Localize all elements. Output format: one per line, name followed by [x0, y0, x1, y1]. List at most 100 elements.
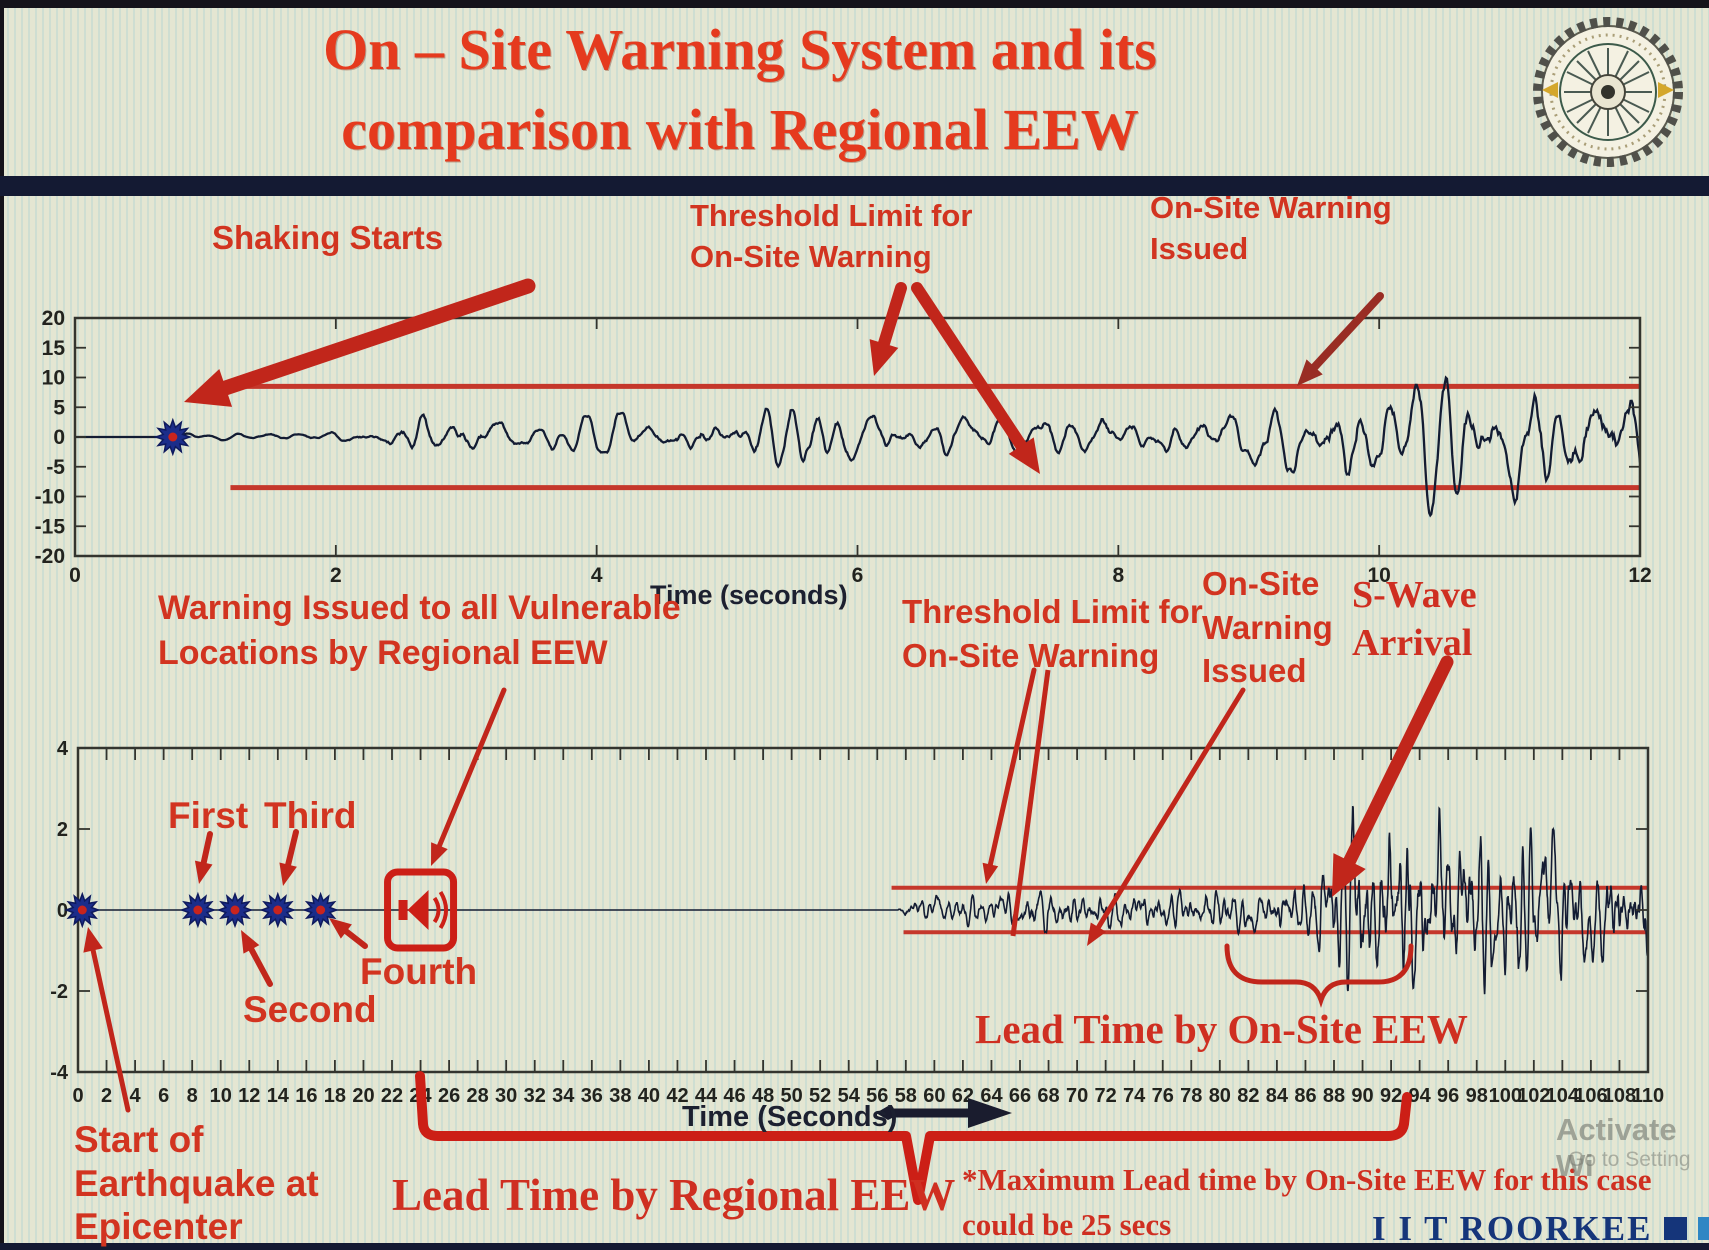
axis-tick-label: 28: [467, 1085, 489, 1107]
p-detection-marker-icon-4: [259, 891, 296, 929]
p-detection-marker-icon-5: [302, 891, 339, 929]
axis-tick-label: 8: [187, 1085, 198, 1107]
axis-tick-label: 98: [1466, 1085, 1488, 1107]
p-detection-marker-icon-3: [216, 891, 254, 929]
time-axis-direction-arrow-icon: [876, 1098, 1012, 1128]
axis-tick-label: 22: [381, 1085, 403, 1107]
axis-tick-label: 66: [1009, 1085, 1031, 1107]
axis-tick-label: 40: [638, 1085, 660, 1107]
axis-tick-label: 50: [781, 1085, 803, 1107]
swave-arrival-arrow-icon: [1332, 655, 1454, 897]
annotation-swave-arrival: S-Wave Arrival: [1352, 574, 1477, 664]
axis-tick-label: 110: [1632, 1085, 1664, 1107]
annotation-footnote: *Maximum Lead time by On-Site EEW for th…: [962, 1162, 1652, 1242]
annotation-fourth: Fourth: [360, 951, 478, 992]
header-divider-band: [0, 176, 1709, 196]
axis-tick-label: 0: [69, 564, 81, 587]
axis-tick-label: 6: [852, 564, 864, 587]
activate-windows-watermark: Activate Wi: [1556, 1112, 1677, 1183]
axis-tick-label: 44: [695, 1085, 718, 1107]
axis-tick-label: 80: [1209, 1085, 1231, 1107]
first-arrow-icon: [194, 831, 213, 884]
axis-tick-label: 76: [1152, 1085, 1174, 1107]
third-arrow-icon: [279, 829, 299, 886]
axis-tick-label: 46: [723, 1085, 745, 1107]
institute-emblem-icon: [1533, 17, 1683, 167]
top_seismogram-waveform: [75, 375, 1640, 518]
p-detection-marker-icon-2: [179, 891, 217, 929]
axis-tick-label: 72: [1095, 1085, 1117, 1107]
axis-tick-label: 104: [1546, 1085, 1580, 1107]
annotation-second: Second: [243, 989, 377, 1030]
axis-tick-label: 94: [1409, 1085, 1432, 1107]
axis-tick-label: -2: [50, 981, 68, 1003]
axis-tick-label: 90: [1351, 1085, 1373, 1107]
axis-tick-label: 42: [666, 1085, 688, 1107]
axis-tick-label: 10: [42, 367, 65, 390]
axis-tick-label: 74: [1123, 1085, 1146, 1107]
axis-tick-label: 100: [1489, 1085, 1522, 1107]
second-arrow-icon: [241, 930, 273, 987]
axis-tick-label: 4: [130, 1085, 142, 1107]
axis-tick-label: 15: [42, 337, 66, 360]
photo-top-edge: [0, 0, 1709, 8]
axis-tick-label: 20: [352, 1085, 374, 1107]
iit-roorkee-wordmark: I I T ROORKEE: [1372, 1209, 1709, 1249]
axis-tick-label: 0: [72, 1085, 83, 1107]
axis-tick-label: 2: [101, 1085, 112, 1107]
photo-left-edge: [0, 0, 4, 1250]
annotation-threshold-bottom: Threshold Limit for On-Site Warning: [902, 593, 1203, 674]
axis-tick-label: 10: [1367, 564, 1390, 587]
axis-tick-label: -20: [35, 545, 65, 568]
onsite-issued-top-arrow-icon: [1297, 292, 1384, 386]
brand-square-blue-icon: [1697, 1217, 1709, 1240]
axis-tick-label: 32: [524, 1085, 546, 1107]
shaking-starts-arrow-icon: [184, 278, 536, 407]
brand-square-navy-icon: [1663, 1217, 1687, 1240]
fourth-arrow-icon: [329, 918, 368, 949]
annotation-start-epicenter: Start of Earthquake at Epicenter: [74, 1119, 319, 1248]
iit-roorkee-logo: [1528, 12, 1688, 172]
top-x-axis-label: Time (seconds): [650, 580, 848, 610]
axis-tick-label: 56: [866, 1085, 888, 1107]
axis-tick-label: 84: [1266, 1085, 1289, 1107]
axis-tick-label: 96: [1437, 1085, 1459, 1107]
axis-tick-label: 78: [1180, 1085, 1202, 1107]
axis-tick-label: -5: [46, 456, 65, 479]
page-title: On – Site Warning System and its compari…: [40, 10, 1440, 170]
title-line1: On – Site Warning System and its: [323, 17, 1157, 82]
axis-tick-label: 6: [158, 1085, 169, 1107]
annotation-lead-time-onsite: Lead Time by On-Site EEW: [975, 1006, 1468, 1052]
threshold-top-arrow-left-icon: [869, 282, 907, 376]
annotation-regional-warning: Warning Issued to all Vulnerable Locatio…: [158, 589, 681, 672]
axis-tick-label: 0: [53, 426, 65, 449]
annotation-lead-time-regional: Lead Time by Regional EEW: [392, 1170, 956, 1220]
bottom_seismogram-waveform: [78, 805, 1648, 995]
lead-time-regional-bracket-icon: [415, 1071, 1412, 1205]
axis-tick-label: 2: [330, 564, 342, 587]
axis-tick-label: 82: [1237, 1085, 1259, 1107]
onsite-issued-bottom-arrow-icon: [1087, 687, 1246, 946]
regional-warning-connector-arrow-icon: [431, 687, 507, 866]
axis-tick-label: 108: [1603, 1085, 1636, 1107]
annotation-first: First: [168, 795, 249, 836]
axis-tick-label: 70: [1066, 1085, 1088, 1107]
annotation-onsite-issued-bottom: On-Site Warning Issued: [1202, 565, 1333, 690]
axis-tick-label: 36: [581, 1085, 603, 1107]
axis-tick-label: 4: [57, 738, 69, 760]
axis-tick-label: 58: [895, 1085, 917, 1107]
axis-tick-label: 68: [1037, 1085, 1059, 1107]
axis-tick-label: -15: [35, 515, 66, 538]
shaking-start-marker-icon: [153, 417, 193, 457]
annotation-third: Third: [264, 795, 357, 836]
lead-time-onsite-brace-icon: [1224, 943, 1414, 1008]
axis-tick-label: 12: [1628, 564, 1651, 587]
axis-tick-label: 88: [1323, 1085, 1345, 1107]
threshold-bottom-line-icon: [1010, 669, 1051, 937]
p-detection-marker-icon-1: [64, 891, 101, 929]
axis-tick-label: 64: [980, 1085, 1003, 1107]
footer-divider-band: [0, 1243, 1709, 1250]
regional-warning-siren-icon: [384, 868, 458, 952]
axis-tick-label: 54: [838, 1085, 861, 1107]
